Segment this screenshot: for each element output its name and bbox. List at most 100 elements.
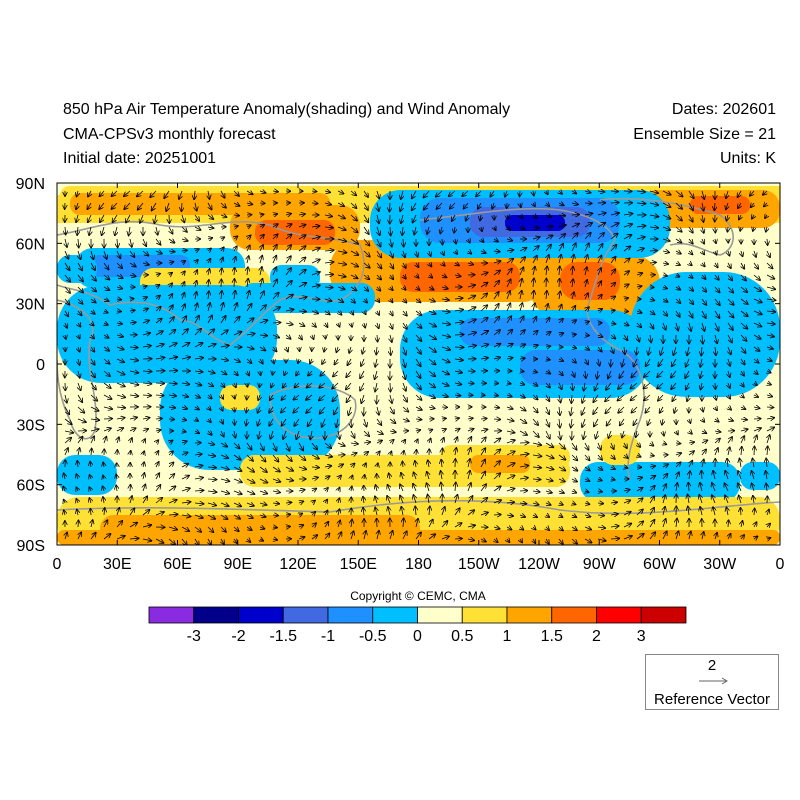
wind-arrow [559, 266, 560, 276]
wind-arrow [390, 322, 393, 329]
wind-arrow [273, 267, 277, 276]
wind-arrow [658, 358, 664, 367]
ensemble-size: Ensemble Size = 21 [633, 126, 776, 143]
wind-arrow [64, 298, 70, 305]
wind-arrow [520, 190, 521, 197]
wind-arrow [322, 358, 325, 364]
wind-arrow [572, 306, 576, 312]
wind-arrow [336, 346, 338, 353]
wind-arrow [766, 262, 773, 269]
colorbar-label: -1.5 [269, 628, 297, 645]
wind-arrow [126, 214, 131, 223]
wind-arrow [454, 371, 463, 373]
wind-arrow [129, 322, 136, 323]
wind-arrow [480, 344, 489, 347]
wind-arrow [741, 358, 745, 365]
wind-arrow [137, 202, 144, 210]
wind-arrow [672, 358, 677, 367]
wind-arrow [727, 310, 734, 318]
wind-arrow [65, 310, 69, 317]
wind-arrow [766, 226, 767, 232]
wind-arrow [376, 250, 382, 258]
wind-arrow [520, 278, 522, 288]
wind-arrow [103, 335, 109, 338]
wind-arrow [611, 296, 616, 299]
wind-arrow [390, 275, 394, 280]
wind-arrow [727, 286, 734, 293]
wind-arrow [168, 317, 174, 324]
wind-arrow [636, 286, 642, 287]
wind-arrow [571, 233, 578, 240]
wind-arrow [116, 347, 124, 350]
wind-arrow [90, 370, 95, 378]
wind-arrow [308, 370, 312, 376]
wind-arrow [675, 239, 682, 243]
wind-arrow [533, 266, 535, 276]
wind-arrow [636, 273, 643, 275]
wind-arrow [702, 334, 703, 344]
wind-arrow [507, 215, 508, 219]
wind-arrow [636, 191, 645, 192]
wind-arrow [559, 333, 564, 335]
wind-arrow [103, 347, 110, 351]
wind-arrow [636, 226, 646, 227]
wind-arrow [663, 287, 667, 289]
colorbar-label: -2 [231, 628, 245, 645]
wind-arrow [519, 227, 525, 230]
wind-arrow [676, 287, 681, 290]
wind-arrow [468, 251, 472, 254]
wind-arrow [493, 357, 501, 359]
wind-arrow [714, 202, 715, 211]
wind-arrow [572, 359, 576, 363]
wind-arrow [766, 335, 774, 337]
wind-arrow [129, 371, 139, 373]
wind-arrow [259, 291, 264, 300]
wind-arrow [390, 262, 394, 269]
wind-arrow [750, 190, 754, 196]
wind-arrow [103, 358, 110, 364]
lon-label: 90E [224, 556, 252, 573]
wind-arrow [377, 287, 381, 291]
wind-arrow [429, 250, 431, 256]
wind-arrow [363, 250, 370, 257]
wind-arrow [350, 275, 358, 279]
wind-arrow [584, 243, 589, 252]
wind-arrow [663, 299, 668, 302]
wind-arrow [337, 191, 344, 194]
wind-arrow [195, 292, 197, 300]
wind-arrow [585, 293, 588, 300]
wind-arrow [455, 238, 456, 244]
wind-arrow [467, 346, 476, 348]
wind-arrow [272, 279, 277, 288]
wind-arrow [675, 226, 682, 232]
wind-arrow [559, 371, 563, 376]
wind-arrow [91, 358, 95, 365]
wind-arrow [624, 346, 625, 355]
wind-arrow [208, 202, 212, 210]
wind-arrow [611, 346, 614, 354]
wind-arrow [285, 234, 292, 240]
wind-arrow [675, 214, 682, 221]
wind-arrow [598, 268, 601, 276]
wind-arrow [412, 190, 417, 199]
colorbar-swatch [327, 606, 374, 624]
wind-arrow [520, 316, 524, 324]
wind-arrow [88, 214, 91, 223]
wind-arrow [532, 345, 538, 347]
lat-label: 30N [16, 297, 45, 314]
wind-arrow [441, 371, 449, 375]
wind-arrow [117, 250, 121, 259]
wind-arrow [285, 281, 292, 288]
wind-arrow [324, 191, 331, 192]
wind-arrow [311, 226, 320, 227]
colorbar-swatch [640, 606, 687, 624]
wind-arrow [182, 282, 185, 288]
wind-arrow [415, 346, 421, 354]
wind-arrow [298, 311, 307, 312]
lon-label: 0 [776, 556, 785, 573]
colorbar: -3 -2 -1.5 -1 -0.5 0 0.5 1 1.5 2 3 [148, 606, 687, 645]
wind-arrow [662, 251, 670, 253]
wind-arrow [156, 285, 160, 288]
wind-arrow [220, 215, 227, 217]
wind-arrow [337, 227, 346, 230]
